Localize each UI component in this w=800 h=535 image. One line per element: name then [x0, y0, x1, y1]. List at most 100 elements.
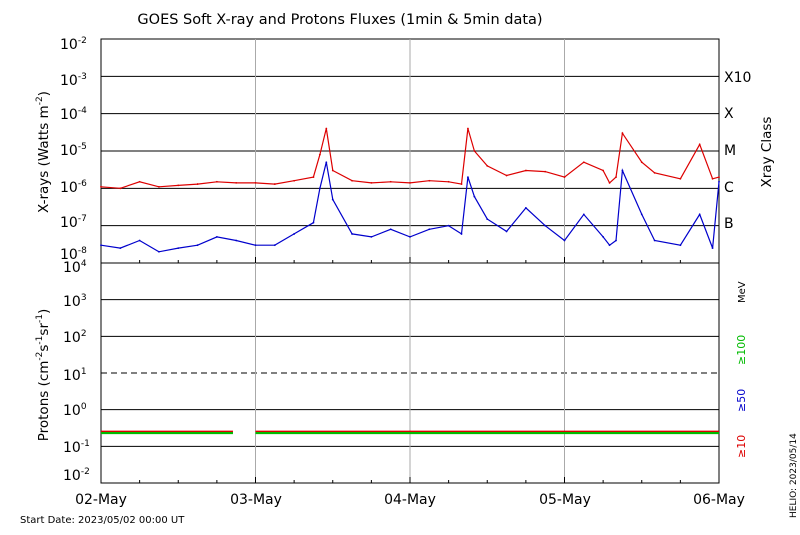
xray-point	[447, 224, 450, 227]
xray-point	[331, 169, 334, 172]
xray-ylabel: X-rays (Watts m-2)	[35, 91, 52, 213]
xtick-label: 06-May	[693, 492, 745, 508]
xaxis: 02-May 03-May 04-May 05-May 06-May	[75, 492, 745, 508]
xray-point	[158, 250, 160, 253]
class-label-b: B	[724, 216, 734, 232]
xray-point	[254, 244, 257, 247]
xray-point	[389, 228, 392, 231]
ytick-label: 104	[63, 259, 87, 276]
ytick-label: 10-2	[63, 467, 90, 484]
xray-point	[711, 247, 714, 250]
xray-point	[351, 179, 353, 182]
xray-point	[254, 181, 257, 184]
xray-point	[215, 180, 218, 183]
xray-point	[235, 181, 238, 184]
xtick-label: 02-May	[75, 492, 127, 508]
xray-point	[653, 171, 656, 174]
xray-point	[428, 228, 431, 231]
xtick-label: 04-May	[384, 492, 436, 508]
xray-point	[524, 169, 527, 172]
xray-point	[318, 153, 321, 156]
xray-point	[679, 244, 682, 247]
xray-point	[640, 213, 643, 216]
ytick-label: 10-4	[60, 106, 87, 123]
ytick-label: 10-3	[60, 72, 87, 89]
chart-title: GOES Soft X-ray and Protons Fluxes (1min…	[137, 12, 542, 28]
xray-point	[100, 185, 102, 188]
xray-point	[158, 185, 160, 188]
xray-point	[273, 183, 276, 185]
xray-point	[602, 169, 605, 172]
xray-point	[460, 233, 463, 235]
ytick-label: 10-1	[63, 439, 90, 456]
xray-point	[486, 164, 489, 167]
xray-long-series	[100, 127, 720, 190]
ytick-label: 10-7	[60, 214, 87, 231]
xray-point	[698, 143, 701, 146]
xray-point	[505, 174, 508, 177]
xtick-label: 03-May	[230, 492, 282, 508]
xray-point	[698, 213, 701, 216]
xray-point	[486, 218, 489, 220]
xray-point	[428, 179, 431, 182]
xray-point	[615, 176, 617, 178]
xray-point	[389, 180, 392, 183]
xray-point	[640, 161, 643, 164]
channel-label-10: ≥10	[735, 435, 748, 458]
xray-point	[718, 180, 720, 183]
xray-point	[582, 161, 585, 164]
proton-yaxis: 104 103 102 101 100 10-1 10-2	[63, 259, 90, 484]
xray-point	[293, 179, 296, 182]
xray-point	[177, 184, 180, 187]
xray-point	[447, 180, 450, 183]
ytick-label: 100	[63, 402, 87, 419]
xray-point	[563, 176, 566, 178]
xray-point	[505, 230, 508, 233]
xray-point	[679, 177, 682, 180]
xray-point	[582, 213, 585, 216]
xray-point	[370, 236, 373, 238]
xray-point	[602, 236, 605, 238]
xray-long-line	[100, 128, 720, 189]
xray-point	[196, 244, 199, 247]
xray-point	[293, 233, 296, 235]
xray-point	[653, 239, 656, 242]
xray-point	[235, 239, 238, 242]
ytick-label: 102	[63, 329, 87, 346]
xray-point	[460, 183, 463, 185]
xray-point	[177, 247, 180, 250]
xray-point	[608, 181, 611, 184]
xray-point	[563, 239, 566, 242]
xray-point	[215, 236, 218, 238]
xray-short-series	[100, 161, 720, 253]
ytick-label: 10-6	[60, 179, 87, 196]
xray-short-line	[100, 162, 720, 253]
xray-point	[325, 161, 328, 164]
xray-point	[409, 181, 411, 184]
xray-point	[409, 236, 411, 238]
ytick-label: 10-5	[60, 142, 87, 159]
xray-point	[312, 221, 315, 224]
xray-point	[100, 244, 102, 247]
xray-point	[318, 187, 321, 190]
channel-label-50: ≥50	[735, 389, 748, 412]
xray-point	[273, 244, 276, 247]
xray-point	[615, 239, 617, 242]
xray-point	[467, 127, 469, 130]
xray-point	[119, 247, 122, 250]
channel-label-100: ≥100	[735, 335, 748, 365]
class-label-x: X	[724, 106, 734, 122]
xray-point	[331, 198, 334, 201]
xray-point	[138, 180, 141, 183]
class-label-x10: X10	[724, 70, 751, 86]
class-label-m: M	[724, 143, 736, 159]
xray-yaxis: 10-2 10-3 10-4 10-5 10-6 10-7 10-8	[60, 36, 87, 263]
xray-point	[524, 206, 527, 209]
xray-point	[608, 244, 611, 247]
ytick-label: 101	[63, 367, 87, 384]
xray-class-labels: X10 X M C B	[724, 70, 751, 232]
proton-ylabel: Protons (cm-2s-1sr-1)	[35, 309, 52, 442]
ytick-label: 10-2	[60, 36, 87, 53]
